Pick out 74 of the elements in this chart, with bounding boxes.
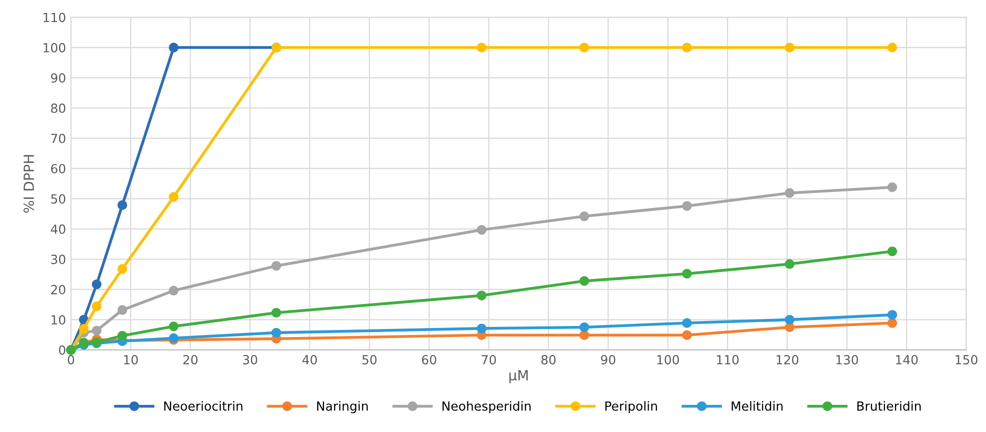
- y-tick-label: 40: [50, 224, 66, 234]
- point: [168, 286, 179, 296]
- point: [682, 318, 692, 328]
- point: [784, 42, 794, 52]
- x-tick-label: 40: [302, 355, 317, 364]
- x-tick-label: 110: [716, 355, 739, 364]
- point: [168, 321, 179, 332]
- point: [579, 211, 590, 222]
- y-tick-label: 90: [51, 73, 66, 83]
- y-tick-label: 60: [51, 164, 66, 174]
- point: [682, 330, 692, 340]
- x-tick-label: 10: [124, 355, 138, 364]
- point: [682, 268, 692, 279]
- y-tick-label: 70: [51, 134, 66, 144]
- point: [92, 279, 102, 290]
- point: [579, 322, 590, 332]
- point: [476, 42, 486, 52]
- point: [117, 200, 128, 210]
- x-tick-label: 140: [896, 355, 918, 364]
- x-tick-label: 150: [956, 355, 978, 364]
- point: [579, 330, 590, 340]
- point: [92, 326, 102, 336]
- point: [117, 264, 128, 274]
- point: [887, 246, 898, 256]
- x-tick-label: 0: [68, 355, 74, 364]
- point: [92, 302, 102, 312]
- y-tick-label: 0: [59, 345, 66, 355]
- point: [784, 188, 794, 198]
- point: [887, 182, 898, 192]
- point: [476, 324, 486, 334]
- legend-label: Naringin: [317, 401, 368, 414]
- point: [784, 314, 794, 325]
- x-tick-label: 70: [482, 355, 496, 364]
- y-tick-label: 20: [51, 284, 66, 294]
- point: [117, 330, 128, 341]
- point: [887, 310, 898, 320]
- point: [271, 260, 282, 271]
- point: [579, 42, 590, 52]
- x-tick-label: 60: [422, 355, 436, 364]
- point: [476, 290, 486, 300]
- y-tick-label: 30: [51, 254, 66, 264]
- point: [117, 305, 128, 315]
- point: [78, 324, 89, 334]
- y-tick-label: 100: [44, 42, 66, 52]
- legend-label: Peripolin: [605, 401, 657, 414]
- x-tick-label: 130: [836, 355, 858, 364]
- legend-label: Melitidin: [732, 401, 783, 411]
- x-tick-label: 20: [183, 355, 198, 364]
- y-tick-label: 80: [51, 103, 66, 113]
- x-axis-title: µM: [509, 370, 528, 384]
- x-tick-label: 50: [362, 355, 377, 364]
- x-tick-label: 120: [776, 355, 798, 364]
- x-tick-label: 90: [601, 355, 616, 364]
- point: [168, 192, 179, 202]
- point: [271, 308, 282, 318]
- point: [784, 259, 794, 269]
- x-tick-label: 80: [541, 355, 556, 364]
- point: [168, 42, 179, 52]
- y-tick-label: 50: [51, 194, 66, 204]
- point: [887, 42, 898, 52]
- point: [579, 276, 590, 286]
- point: [271, 328, 282, 338]
- legend-label: Neohesperidin: [442, 401, 531, 414]
- legend-label: Neoeriocitrin: [164, 401, 242, 411]
- y-axis-title: %I DPPH: [24, 155, 34, 213]
- point: [887, 318, 898, 328]
- point: [682, 42, 692, 52]
- y-tick-label: 110: [44, 12, 66, 22]
- point: [476, 225, 486, 235]
- x-tick-label: 100: [657, 355, 679, 364]
- y-tick-label: 10: [52, 315, 66, 325]
- x-tick-label: 30: [243, 355, 258, 364]
- legend-label: Brutieridin: [857, 401, 921, 411]
- point: [682, 201, 692, 211]
